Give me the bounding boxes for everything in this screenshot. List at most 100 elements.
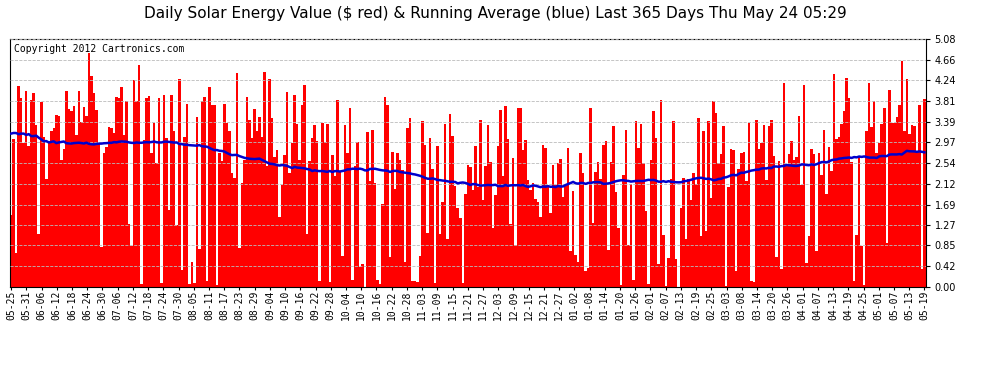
Bar (13, 140, 15, 287)
Bar (705, 231, 708, 287)
Bar (592, 223, 594, 287)
Bar (304, 85, 306, 287)
Bar (439, 234, 442, 287)
Bar (344, 125, 346, 287)
Bar (70, 111, 72, 287)
Bar (417, 282, 419, 287)
Bar (627, 244, 630, 287)
Bar (178, 79, 180, 287)
Bar (647, 284, 649, 287)
Text: Copyright 2012 Cartronics.com: Copyright 2012 Cartronics.com (15, 44, 185, 54)
Bar (858, 156, 860, 287)
Bar (740, 153, 742, 287)
Bar (625, 130, 627, 287)
Text: Daily Solar Energy Value ($ red) & Running Average (blue) Last 365 Days Thu May : Daily Solar Energy Value ($ red) & Runni… (144, 6, 846, 21)
Bar (406, 128, 409, 287)
Bar (574, 255, 577, 287)
Bar (838, 137, 841, 287)
Bar (718, 163, 720, 287)
Bar (336, 100, 339, 287)
Bar (687, 179, 690, 287)
Bar (901, 62, 903, 287)
Bar (777, 161, 780, 287)
Bar (567, 148, 569, 287)
Bar (620, 285, 622, 287)
Bar (175, 225, 178, 287)
Bar (767, 126, 770, 287)
Bar (644, 211, 647, 287)
Bar (685, 239, 687, 287)
Bar (331, 154, 334, 287)
Bar (201, 100, 203, 287)
Bar (841, 124, 842, 287)
Bar (504, 106, 507, 287)
Bar (348, 108, 351, 287)
Bar (664, 286, 667, 287)
Bar (672, 121, 675, 287)
Bar (788, 154, 790, 287)
Bar (373, 183, 376, 287)
Bar (72, 106, 75, 287)
Bar (893, 123, 896, 287)
Bar (813, 154, 815, 287)
Bar (57, 116, 60, 287)
Bar (675, 259, 677, 287)
Bar (481, 200, 484, 287)
Bar (384, 97, 386, 287)
Bar (682, 178, 685, 287)
Bar (760, 142, 762, 287)
Bar (654, 138, 657, 287)
Bar (258, 117, 260, 287)
Bar (517, 108, 519, 287)
Bar (793, 159, 795, 287)
Bar (133, 80, 136, 287)
Bar (831, 171, 833, 287)
Bar (396, 153, 399, 287)
Bar (649, 160, 652, 287)
Bar (522, 150, 525, 287)
Bar (321, 123, 324, 287)
Bar (602, 145, 605, 287)
Bar (67, 110, 70, 287)
Bar (469, 166, 471, 287)
Bar (584, 272, 587, 287)
Bar (55, 115, 57, 287)
Bar (286, 92, 288, 287)
Bar (316, 141, 319, 287)
Bar (271, 118, 273, 287)
Bar (868, 82, 870, 287)
Bar (692, 172, 695, 287)
Bar (466, 165, 469, 287)
Bar (75, 135, 77, 287)
Bar (411, 281, 414, 287)
Bar (236, 73, 239, 287)
Bar (577, 262, 579, 287)
Bar (281, 185, 283, 287)
Bar (544, 148, 546, 287)
Bar (324, 142, 326, 287)
Bar (875, 153, 878, 287)
Bar (700, 236, 702, 287)
Bar (826, 194, 828, 287)
Bar (921, 269, 923, 287)
Bar (818, 153, 821, 287)
Bar (540, 217, 542, 287)
Bar (702, 132, 705, 287)
Bar (836, 140, 838, 287)
Bar (448, 114, 451, 287)
Bar (358, 267, 361, 287)
Bar (346, 153, 348, 287)
Bar (105, 147, 108, 287)
Bar (733, 150, 735, 287)
Bar (25, 91, 28, 287)
Bar (48, 142, 50, 287)
Bar (474, 146, 476, 287)
Bar (268, 79, 271, 287)
Bar (542, 145, 545, 287)
Bar (228, 131, 231, 287)
Bar (546, 186, 549, 287)
Bar (28, 146, 30, 287)
Bar (795, 157, 798, 287)
Bar (50, 130, 52, 287)
Bar (319, 281, 321, 287)
